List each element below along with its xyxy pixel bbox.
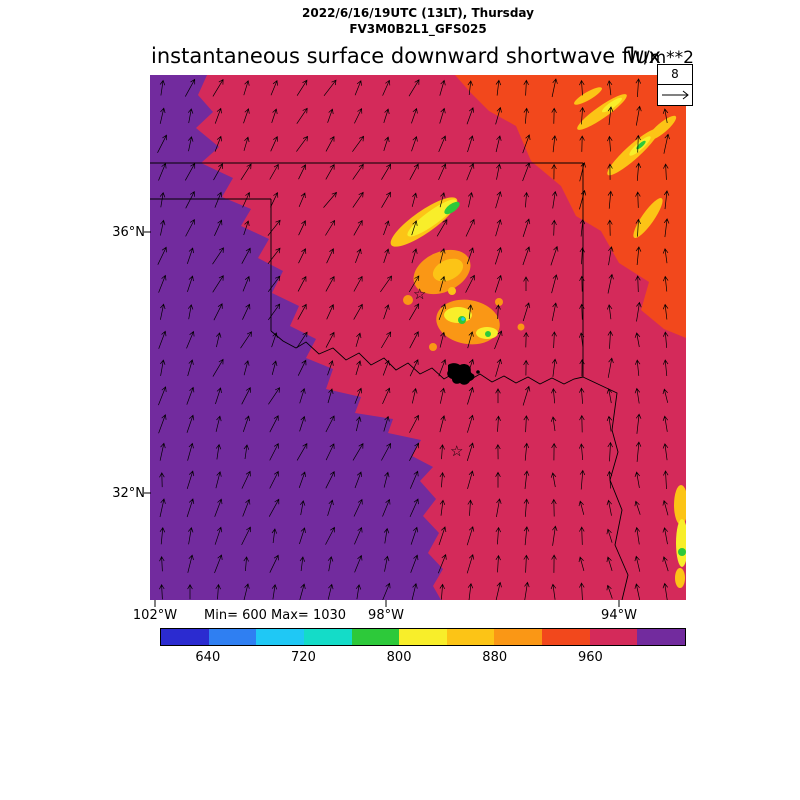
colorbar-segment [494,629,543,645]
cloud-streak [574,87,602,105]
cloud-patch [461,317,465,321]
cloud-patch [517,323,525,331]
units-label: W/m**2 [627,48,694,68]
lon-label-102w: 102°W [132,608,178,623]
region-purple-west [150,75,443,600]
cloud-patch [432,258,464,282]
colorbar-segment [256,629,304,645]
cloud-streak [636,140,646,150]
colorbar-labels: 640 720 800 880 960 [160,650,686,666]
colorbar-segment [399,629,447,645]
colorbar-segment [589,629,638,645]
cloud-patch [444,201,460,215]
valid-time-header: 2022/6/16/19UTC (13LT), Thursday [302,6,534,20]
colorbar-tick-label: 960 [577,650,603,665]
colorbar-tick-label: 880 [482,650,508,665]
colorbar-tick-label: 720 [291,650,316,665]
cloud-streak [602,97,622,113]
cloud-patch [674,485,686,525]
colorbar-tick-label: 640 [195,650,221,665]
colorbar-segment [542,629,590,645]
cloud-patch [448,287,456,295]
red-river-border [270,330,584,385]
plot-title: instantaneous surface downward shortwave… [151,44,661,68]
flux-field: ☆ ☆ [150,75,686,600]
lake-texoma [476,370,480,374]
cloud-patch [678,548,686,556]
colorbar-segment [208,629,257,645]
min-max-stats: Min= 600 Max= 1030 [204,608,347,623]
colorbar-segment [161,629,209,645]
cloud-patch [429,343,437,351]
colorbar-segment [446,629,495,645]
cloud-patch [676,519,686,567]
cloud-patch [407,199,457,237]
lon-label-94w: 94°W [601,608,637,623]
colorbar-tick-label: 800 [386,650,412,665]
cloud-patch [495,298,503,306]
cloud-patch [403,295,413,305]
colorbar-segment [303,629,352,645]
cloud-patch [675,568,685,588]
lat-label-36n: 36°N [112,225,145,240]
wind-reference-arrow-icon [662,90,689,100]
cloud-patch [485,331,491,337]
wind-reference-value: 8 [658,65,692,85]
wind-arrows [157,78,670,600]
colorbar-segment [351,629,400,645]
city-star-marker: ☆ [450,442,463,460]
cloud-patch [444,307,472,323]
model-name-header: FV3M0B2L1_GFS025 [349,22,487,36]
colorbar [160,628,686,646]
region-orange-northeast [455,75,686,338]
colorbar-segment [637,629,686,645]
cloud-streak [647,115,677,141]
lon-label-98w: 98°W [368,608,404,623]
wind-reference-box: 8 [657,64,693,106]
lake-texoma [447,363,475,385]
cloud-streak [633,198,663,238]
lat-label-32n: 32°N [112,486,145,501]
axis-ticks [144,231,620,607]
city-star-marker: ☆ [413,285,426,303]
